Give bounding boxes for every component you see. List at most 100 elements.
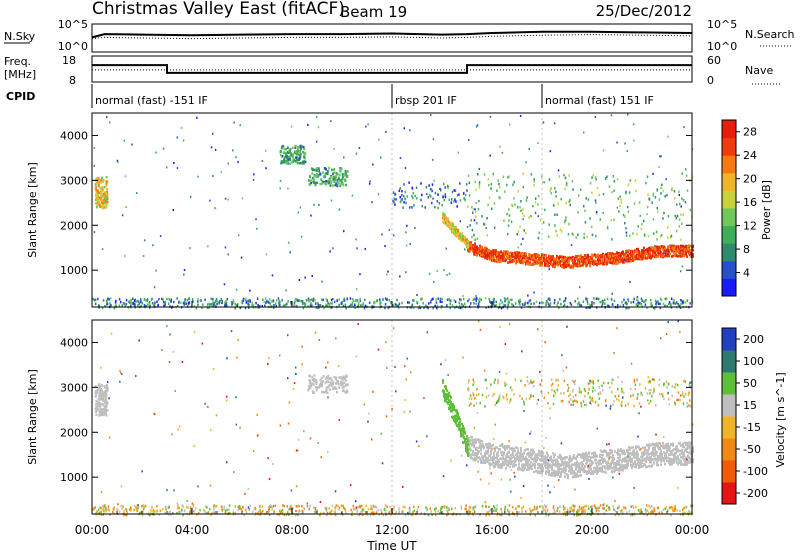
cell — [627, 306, 629, 310]
cell — [487, 178, 490, 181]
cell — [503, 452, 505, 456]
cell — [95, 410, 97, 413]
cell — [387, 306, 390, 310]
cell — [486, 460, 488, 464]
cell — [301, 302, 304, 306]
cell — [581, 460, 583, 464]
cell — [479, 297, 481, 301]
cell — [102, 189, 104, 192]
cell — [336, 380, 339, 383]
cell — [668, 453, 670, 456]
cell — [109, 121, 111, 124]
cell — [312, 383, 315, 386]
cell — [505, 258, 507, 262]
cell — [214, 148, 217, 151]
cell — [615, 262, 617, 265]
cell — [500, 299, 502, 302]
cell — [313, 168, 316, 172]
cell — [232, 301, 235, 304]
cell — [538, 301, 541, 305]
cell — [541, 457, 543, 460]
cell — [341, 389, 344, 393]
cell — [663, 444, 665, 448]
cell — [520, 200, 522, 203]
cell — [595, 458, 597, 462]
cell — [583, 454, 585, 458]
cell — [281, 298, 283, 302]
cell — [596, 260, 598, 264]
cell — [477, 452, 479, 455]
cell — [329, 303, 331, 307]
power-colorbar-swatch-1 — [722, 260, 736, 279]
cell — [647, 449, 649, 452]
cell — [621, 301, 623, 304]
cell — [98, 393, 101, 396]
cell — [517, 260, 519, 263]
cell — [409, 206, 411, 209]
cell — [281, 145, 283, 149]
cell — [278, 301, 280, 305]
cell — [644, 303, 647, 306]
cell — [493, 202, 496, 205]
cell — [93, 231, 96, 234]
cell — [613, 457, 615, 461]
cell — [310, 384, 313, 387]
cell — [569, 199, 571, 202]
cell — [568, 462, 570, 465]
cell — [502, 175, 505, 179]
cell — [520, 447, 522, 450]
cell — [611, 238, 613, 241]
cell — [269, 298, 271, 301]
cell — [542, 301, 544, 305]
cell — [541, 264, 543, 267]
cell — [652, 172, 654, 175]
cell — [521, 258, 523, 262]
cell — [360, 304, 362, 307]
cell — [503, 463, 505, 467]
cell — [97, 182, 100, 186]
cell — [275, 305, 277, 308]
cell — [586, 306, 588, 309]
cell — [514, 302, 517, 305]
cell — [479, 244, 481, 247]
cell — [660, 444, 662, 448]
noise-frame — [91, 23, 693, 53]
cell — [692, 460, 694, 463]
cell — [310, 302, 312, 305]
cell — [509, 298, 512, 301]
cell — [446, 220, 448, 223]
cell — [585, 197, 587, 200]
cell — [540, 450, 542, 453]
cell — [343, 230, 345, 233]
cell — [575, 457, 577, 461]
cell — [579, 453, 581, 456]
cell — [553, 469, 555, 473]
power-colorbar-swatch-3 — [722, 225, 736, 244]
cell — [321, 280, 323, 283]
cell — [334, 386, 337, 389]
cell — [439, 187, 441, 190]
cell — [681, 197, 683, 200]
cell — [486, 217, 489, 220]
cell — [563, 305, 565, 308]
cell — [592, 472, 594, 475]
cell — [267, 300, 269, 304]
cell — [339, 184, 342, 188]
cell — [652, 192, 655, 196]
cell — [500, 444, 502, 447]
cell — [658, 198, 661, 201]
cell — [292, 153, 295, 156]
cell — [339, 183, 342, 186]
cell — [520, 243, 522, 246]
cell — [285, 289, 287, 292]
cell — [559, 298, 561, 301]
cell — [437, 206, 439, 210]
cell — [224, 246, 227, 249]
cell — [95, 393, 98, 396]
cell — [660, 186, 662, 190]
cell — [635, 447, 637, 450]
cell — [675, 456, 677, 459]
cell — [585, 259, 587, 263]
cell — [483, 173, 486, 176]
